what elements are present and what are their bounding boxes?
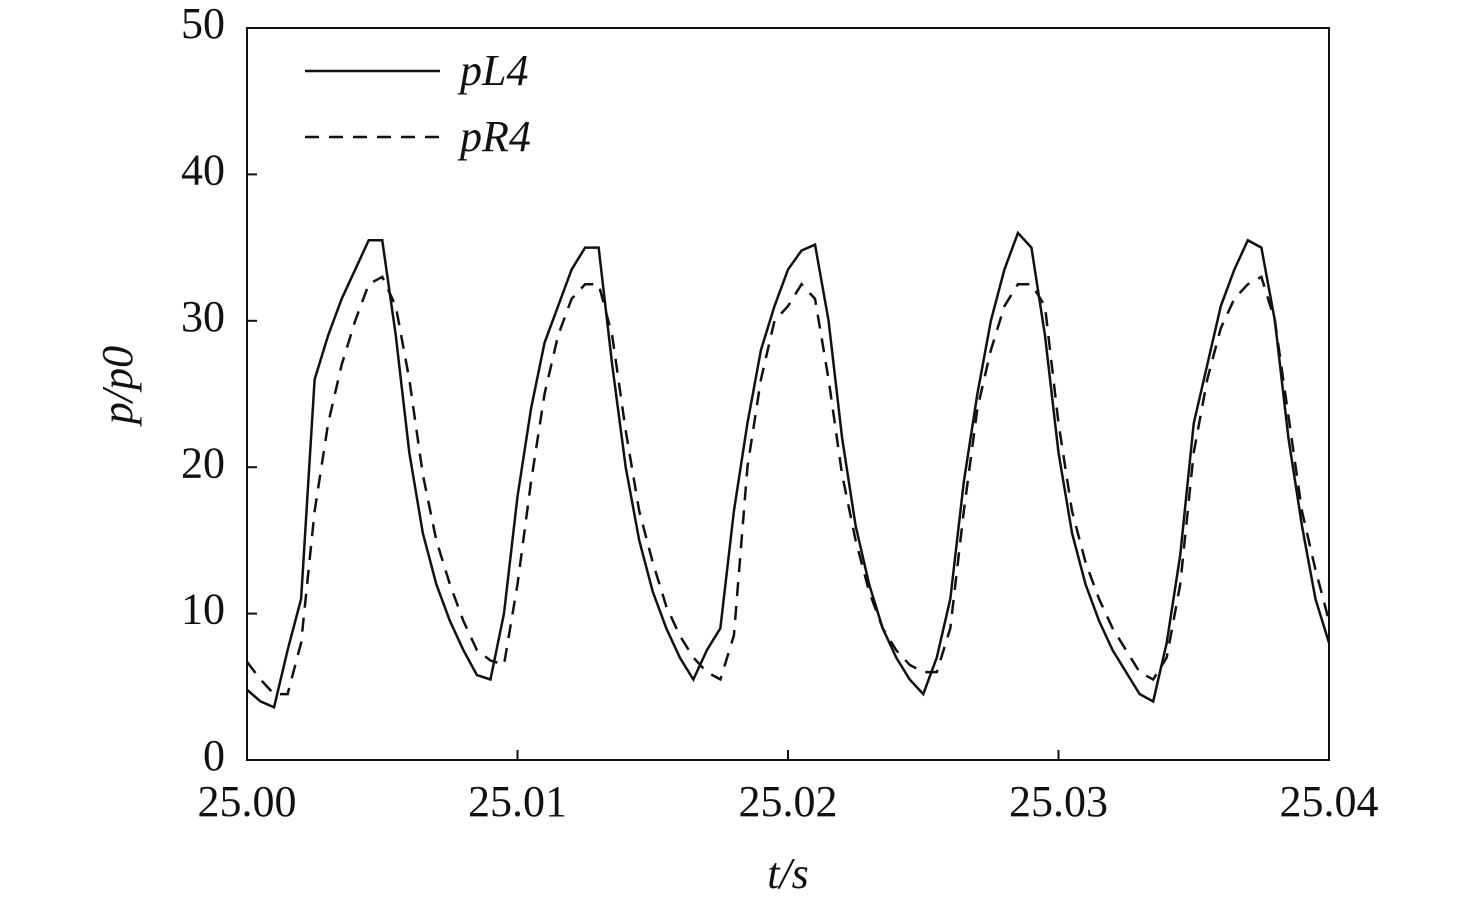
x-tick-label: 25.03 xyxy=(1009,777,1108,826)
y-tick-label: 50 xyxy=(181,0,225,48)
x-tick-label: 25.02 xyxy=(739,777,838,826)
y-axis-label: p/p0 xyxy=(93,346,142,427)
series-line xyxy=(246,230,1331,710)
y-tick-label: 30 xyxy=(181,292,225,341)
legend-label: pL4 xyxy=(457,46,528,95)
x-axis-label: t/s xyxy=(767,849,809,898)
series-line xyxy=(246,275,1331,696)
x-tick-label: 25.01 xyxy=(468,777,567,826)
y-tick-label: 10 xyxy=(181,585,225,634)
x-tick-label: 25.04 xyxy=(1280,777,1379,826)
y-tick-label: 0 xyxy=(203,731,225,780)
y-tick-label: 20 xyxy=(181,438,225,487)
legend-label: pR4 xyxy=(457,112,531,161)
x-tick-label: 25.00 xyxy=(198,777,297,826)
y-tick-label: 40 xyxy=(181,145,225,194)
